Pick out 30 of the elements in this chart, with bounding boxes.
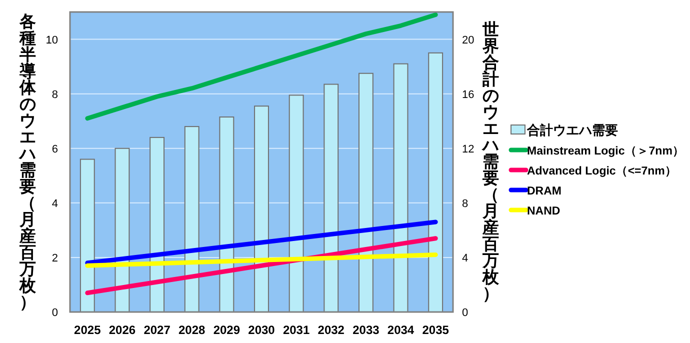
x-tick-label: 2031: [282, 323, 310, 337]
x-tick-label: 2035: [422, 323, 450, 337]
legend-label: DRAM: [527, 186, 562, 198]
x-tick-label: 2033: [352, 323, 380, 337]
y-tick-label: 8: [52, 88, 58, 101]
y2-tick-label: 12: [462, 143, 474, 156]
x-tick-label: 2030: [248, 323, 276, 337]
y2-tick-label: 8: [462, 198, 468, 210]
y-tick-label: 0: [52, 307, 58, 319]
x-tick-label: 2034: [387, 323, 414, 337]
text: 各種半導体のウエハ需要（月産百万枚）: [20, 12, 36, 312]
legend-label: Mainstream Logic（＞7nm）: [527, 146, 684, 158]
y-tick-label: 4: [52, 198, 58, 210]
legend-label: NAND: [527, 206, 560, 218]
y-tick-label: 2: [52, 252, 58, 264]
x-tick-label: 2032: [318, 323, 345, 337]
x-tick-label: 2029: [213, 323, 240, 337]
y-tick-label: 10: [46, 34, 58, 46]
y2-tick-label: 20: [462, 34, 474, 46]
y2-tick-label: 0: [462, 307, 468, 319]
x-tick-label: 2026: [108, 323, 136, 337]
y2-tick-label: 4: [462, 252, 468, 264]
y-tick-label: 6: [52, 143, 58, 156]
x-tick-label: 2027: [144, 323, 171, 337]
y2-tick-label: 16: [462, 88, 474, 101]
x-tick-label: 2028: [178, 323, 206, 337]
text: 世界合計のウエハ需要（月産百万枚）: [482, 21, 500, 303]
legend-label: Advanced Logic（<=7nm）: [527, 166, 677, 178]
x-tick-label: 2025: [74, 323, 102, 337]
legend-label: 合計ウエハ需要: [526, 122, 618, 138]
